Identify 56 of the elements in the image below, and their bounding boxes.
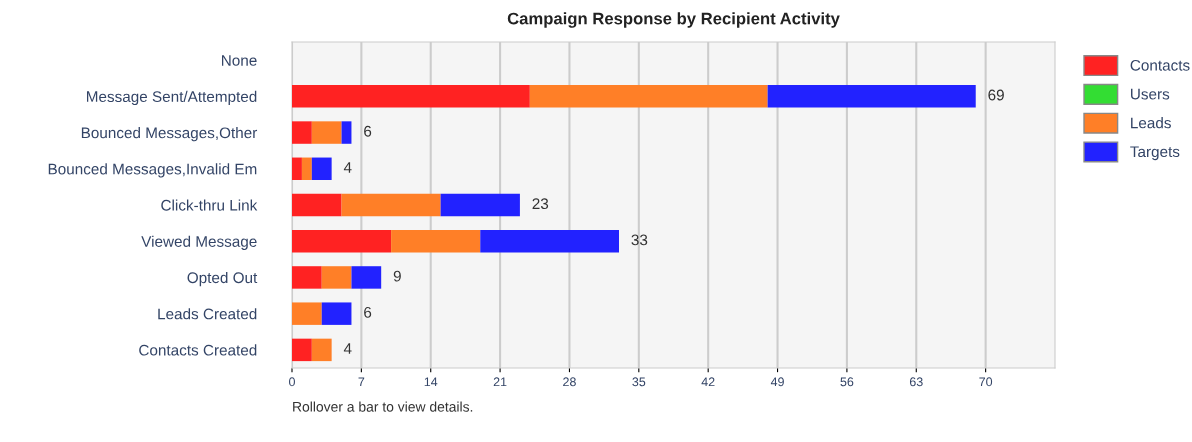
bar <box>292 266 322 289</box>
bar <box>311 121 342 144</box>
bar <box>321 266 352 289</box>
y-tick-label: Contacts Created <box>139 344 257 356</box>
bar <box>480 229 619 253</box>
total-label: 33 <box>631 234 648 246</box>
x-tick-label: 35 <box>632 377 646 387</box>
y-tick-label: Leads Created <box>158 308 257 320</box>
y-tick-label: None <box>222 55 257 66</box>
bar <box>341 121 352 144</box>
bar <box>292 121 312 144</box>
bar <box>311 157 332 181</box>
y-tick-label: Viewed Message <box>141 235 257 250</box>
total-label: 6 <box>364 125 372 137</box>
bar <box>292 157 302 181</box>
total-label: 6 <box>364 306 372 318</box>
x-tick-label: 63 <box>909 377 923 387</box>
bar <box>301 157 312 181</box>
bar <box>292 338 312 362</box>
y-tick-label: Bounced Messages,Invalid Em <box>48 163 257 178</box>
y-tick-label: Opted Out <box>187 271 258 287</box>
y-tick-label: Bounced Messages,Other <box>81 127 258 142</box>
bar <box>292 193 342 217</box>
bar <box>529 85 768 108</box>
text: Rollover a bar to view details. <box>293 401 473 412</box>
total-label: 4 <box>343 343 352 354</box>
x-tick-label: 70 <box>979 377 993 387</box>
total-label: 4 <box>343 162 352 173</box>
bar <box>440 193 520 217</box>
bar <box>767 85 976 108</box>
y-tick-label: Click-thru Link <box>161 199 258 211</box>
bar <box>341 193 441 217</box>
x-tick-label: 28 <box>563 377 576 387</box>
legend-label: Leads <box>1131 117 1171 129</box>
bar <box>292 302 322 325</box>
x-tick-label: 7 <box>358 377 365 387</box>
y-tick-label: Message Sent/Attempted <box>87 90 257 106</box>
bar <box>292 229 392 253</box>
total-label: 9 <box>393 270 401 282</box>
x-tick-label: 14 <box>424 377 438 387</box>
legend-label: Contacts <box>1130 59 1190 71</box>
x-tick-label: 42 <box>701 377 715 387</box>
chart-title: Campaign Response by Recipient Activity <box>507 12 840 28</box>
bar <box>292 85 530 108</box>
x-tick-label: 49 <box>770 377 784 387</box>
bar <box>391 229 481 253</box>
bar <box>351 266 382 289</box>
legend-label: Targets <box>1130 146 1180 161</box>
bar <box>321 302 352 325</box>
legend-label: Users <box>1131 88 1170 100</box>
total-label: 23 <box>532 198 549 210</box>
x-tick-label: 21 <box>493 377 507 387</box>
x-tick-label: 56 <box>840 377 854 387</box>
x-tick-label: 0 <box>289 377 295 387</box>
total-label: 69 <box>988 89 1004 101</box>
bar <box>311 338 332 362</box>
